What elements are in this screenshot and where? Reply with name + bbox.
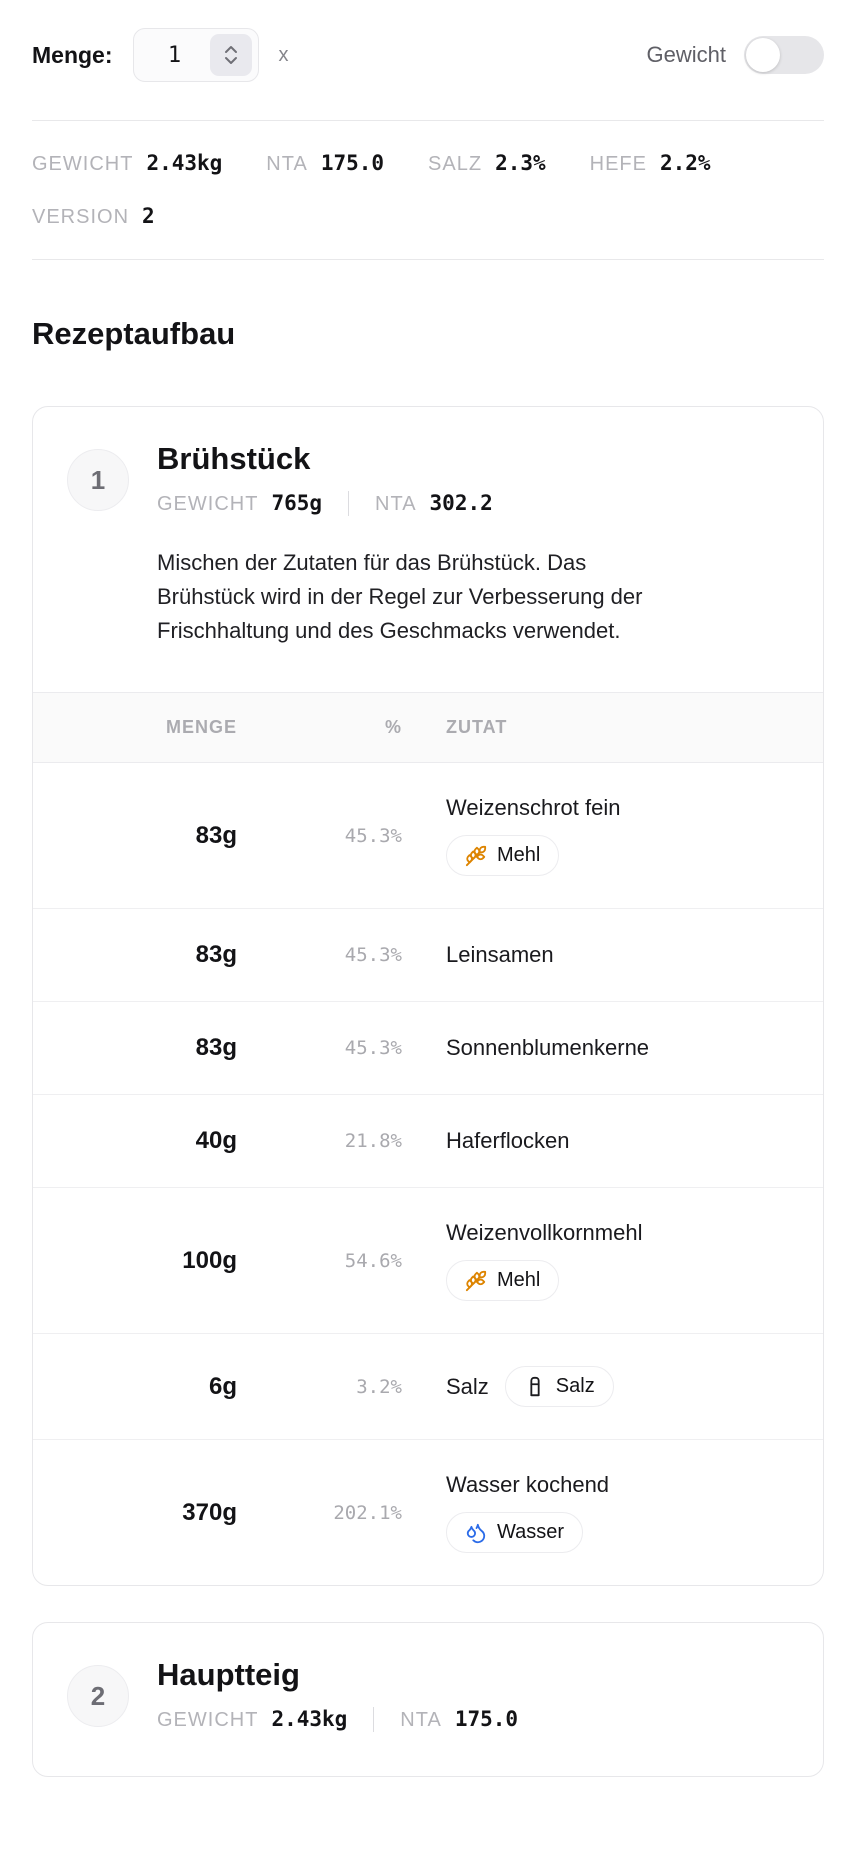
ingredient-row: 83g 45.3% Sonnenblumenkerne	[33, 1001, 823, 1094]
column-header-menge: MENGE	[165, 717, 237, 738]
salt-shaker-icon	[524, 1376, 546, 1398]
stat-label: NTA	[400, 1709, 442, 1732]
stat-value: 765g	[271, 491, 323, 515]
stat: GEWICHT 2.43kg	[157, 1707, 347, 1732]
step-number-badge: 2	[67, 1665, 129, 1728]
step-number-badge: 1	[67, 449, 129, 511]
ingredient-percentage: 45.3%	[344, 824, 402, 847]
stat-value: 2.2%	[659, 151, 711, 175]
ingredient-name: Haferflocken	[446, 1128, 570, 1154]
step-description: Mischen der Zutaten für das Brühstück. D…	[157, 550, 643, 644]
column-header-zutat: ZUTAT	[446, 717, 508, 738]
stat-value: 175.0	[320, 151, 385, 175]
ingredient-tag-label: Salz	[555, 1375, 595, 1398]
ingredient-amount: 370g	[182, 1498, 237, 1526]
divider	[32, 259, 824, 260]
ingredient-tag-label: Mehl	[497, 1269, 541, 1292]
ingredient-row: 83g 45.3% Weizenschrot fein Mehl	[33, 763, 823, 908]
ingredient-row: 40g 21.8% Haferflocken	[33, 1094, 823, 1187]
ingredient-tag: Mehl	[446, 835, 560, 877]
step-title: Hauptteig	[157, 1657, 300, 1693]
ingredient-percentage: 3.2%	[356, 1375, 402, 1398]
ingredient-amount: 100g	[182, 1246, 237, 1274]
ingredient-percentage: 54.6%	[344, 1249, 402, 1272]
stat-value: 2.43kg	[146, 151, 223, 175]
ingredient-percentage: 45.3%	[344, 1037, 402, 1060]
ingredient-row: 100g 54.6% Weizenvollkornmehl Mehl	[33, 1187, 823, 1333]
ingredient-name: Sonnenblumenkerne	[446, 1035, 650, 1061]
stat: GEWICHT 2.43kg	[32, 151, 222, 176]
stat-label: NTA	[375, 493, 417, 515]
stat-label: GEWICHT	[32, 153, 134, 175]
ingredient-tag: Mehl	[446, 1260, 560, 1302]
gewicht-toggle-label: Gewicht	[646, 42, 726, 67]
stat-value: 302.2	[429, 491, 493, 515]
section-title: Rezeptaufbau	[32, 316, 236, 351]
ingredient-name: Salz	[446, 1373, 489, 1399]
step-header: 1 Brühstück GEWICHT 765g NTA 302.2 Misch…	[33, 407, 823, 692]
stat-label: VERSION	[32, 206, 130, 228]
step-stats: GEWICHT 765g NTA 302.2	[157, 491, 789, 516]
stepper-buttons[interactable]	[209, 34, 252, 76]
ingredient-row: 6g 3.2% Salz Salz	[33, 1333, 823, 1439]
stat-label: HEFE	[589, 153, 647, 175]
wheat-icon	[465, 1270, 487, 1292]
stat-label: GEWICHT	[157, 493, 259, 515]
menge-label: Menge:	[32, 41, 113, 68]
multiplier-label: x	[278, 43, 289, 66]
stat: GEWICHT 765g	[157, 491, 322, 516]
stat: NTA 175.0	[266, 151, 384, 176]
stat: VERSION 2	[32, 204, 155, 229]
ingredient-tag: Salz	[504, 1366, 614, 1408]
gewicht-toggle[interactable]	[744, 36, 824, 74]
stat-value: 2.3%	[495, 151, 546, 175]
stat: NTA 175.0	[373, 1707, 519, 1733]
ingredient-name: Leinsamen	[446, 942, 554, 968]
stat: HEFE 2.2%	[590, 151, 711, 176]
recipe-steps: 1 Brühstück GEWICHT 765g NTA 302.2 Misch…	[32, 406, 824, 1778]
step-stats: GEWICHT 2.43kg NTA 175.0	[157, 1707, 789, 1733]
recipe-step-card: 1 Brühstück GEWICHT 765g NTA 302.2 Misch…	[32, 406, 824, 1587]
droplets-icon	[465, 1522, 487, 1544]
ingredient-percentage: 202.1%	[333, 1501, 402, 1524]
stat-value: 2.43kg	[271, 1707, 348, 1732]
ingredient-tag-label: Wasser	[497, 1521, 565, 1544]
recipe-step-card: 2 Hauptteig GEWICHT 2.43kg NTA 175.0	[32, 1622, 824, 1778]
ingredient-percentage: 21.8%	[344, 1130, 402, 1153]
ingredient-percentage: 45.3%	[344, 944, 402, 967]
ingredient-tag-label: Mehl	[497, 844, 541, 867]
stat-value: 175.0	[454, 1707, 519, 1732]
column-header-pct: %	[384, 717, 402, 738]
stat-label: NTA	[266, 153, 308, 175]
quantity-toolbar: Menge: 1 x Gewicht	[32, 0, 824, 82]
ingredient-tag: Wasser	[446, 1512, 584, 1554]
quantity-value[interactable]: 1	[167, 42, 182, 68]
ingredient-name: Wasser kochend	[446, 1472, 610, 1498]
ingredient-amount: 83g	[195, 941, 237, 969]
step-header: 2 Hauptteig GEWICHT 2.43kg NTA 175.0	[33, 1623, 823, 1776]
ingredient-name: Weizenvollkornmehl	[446, 1220, 643, 1246]
ingredient-row: 83g 45.3% Leinsamen	[33, 908, 823, 1001]
stat-value: 2	[142, 204, 155, 228]
stat-label: GEWICHT	[157, 1709, 259, 1732]
toggle-knob	[746, 38, 780, 72]
chevrons-up-down-icon	[219, 43, 243, 67]
ingredient-row: 370g 202.1% Wasser kochend Wasser	[33, 1439, 823, 1585]
stat: SALZ 2.3%	[428, 151, 546, 176]
stat: NTA 302.2	[348, 491, 493, 516]
ingredient-amount: 83g	[195, 821, 237, 849]
ingredient-amount: 40g	[195, 1127, 237, 1155]
step-title: Brühstück	[157, 441, 311, 476]
ingredient-amount: 83g	[195, 1034, 237, 1062]
ingredient-name: Weizenschrot fein	[446, 795, 621, 821]
quantity-stepper[interactable]: 1	[132, 28, 259, 82]
ingredient-amount: 6g	[208, 1372, 237, 1400]
stat-label: SALZ	[428, 153, 483, 175]
ingredient-table-header: MENGE % ZUTAT	[33, 692, 823, 764]
weight-toggle-group: Gewicht	[647, 36, 824, 74]
divider	[32, 120, 824, 121]
wheat-icon	[465, 845, 487, 867]
recipe-summary-stats: GEWICHT 2.43kg NTA 175.0 SALZ 2.3% HEFE …	[32, 121, 824, 259]
